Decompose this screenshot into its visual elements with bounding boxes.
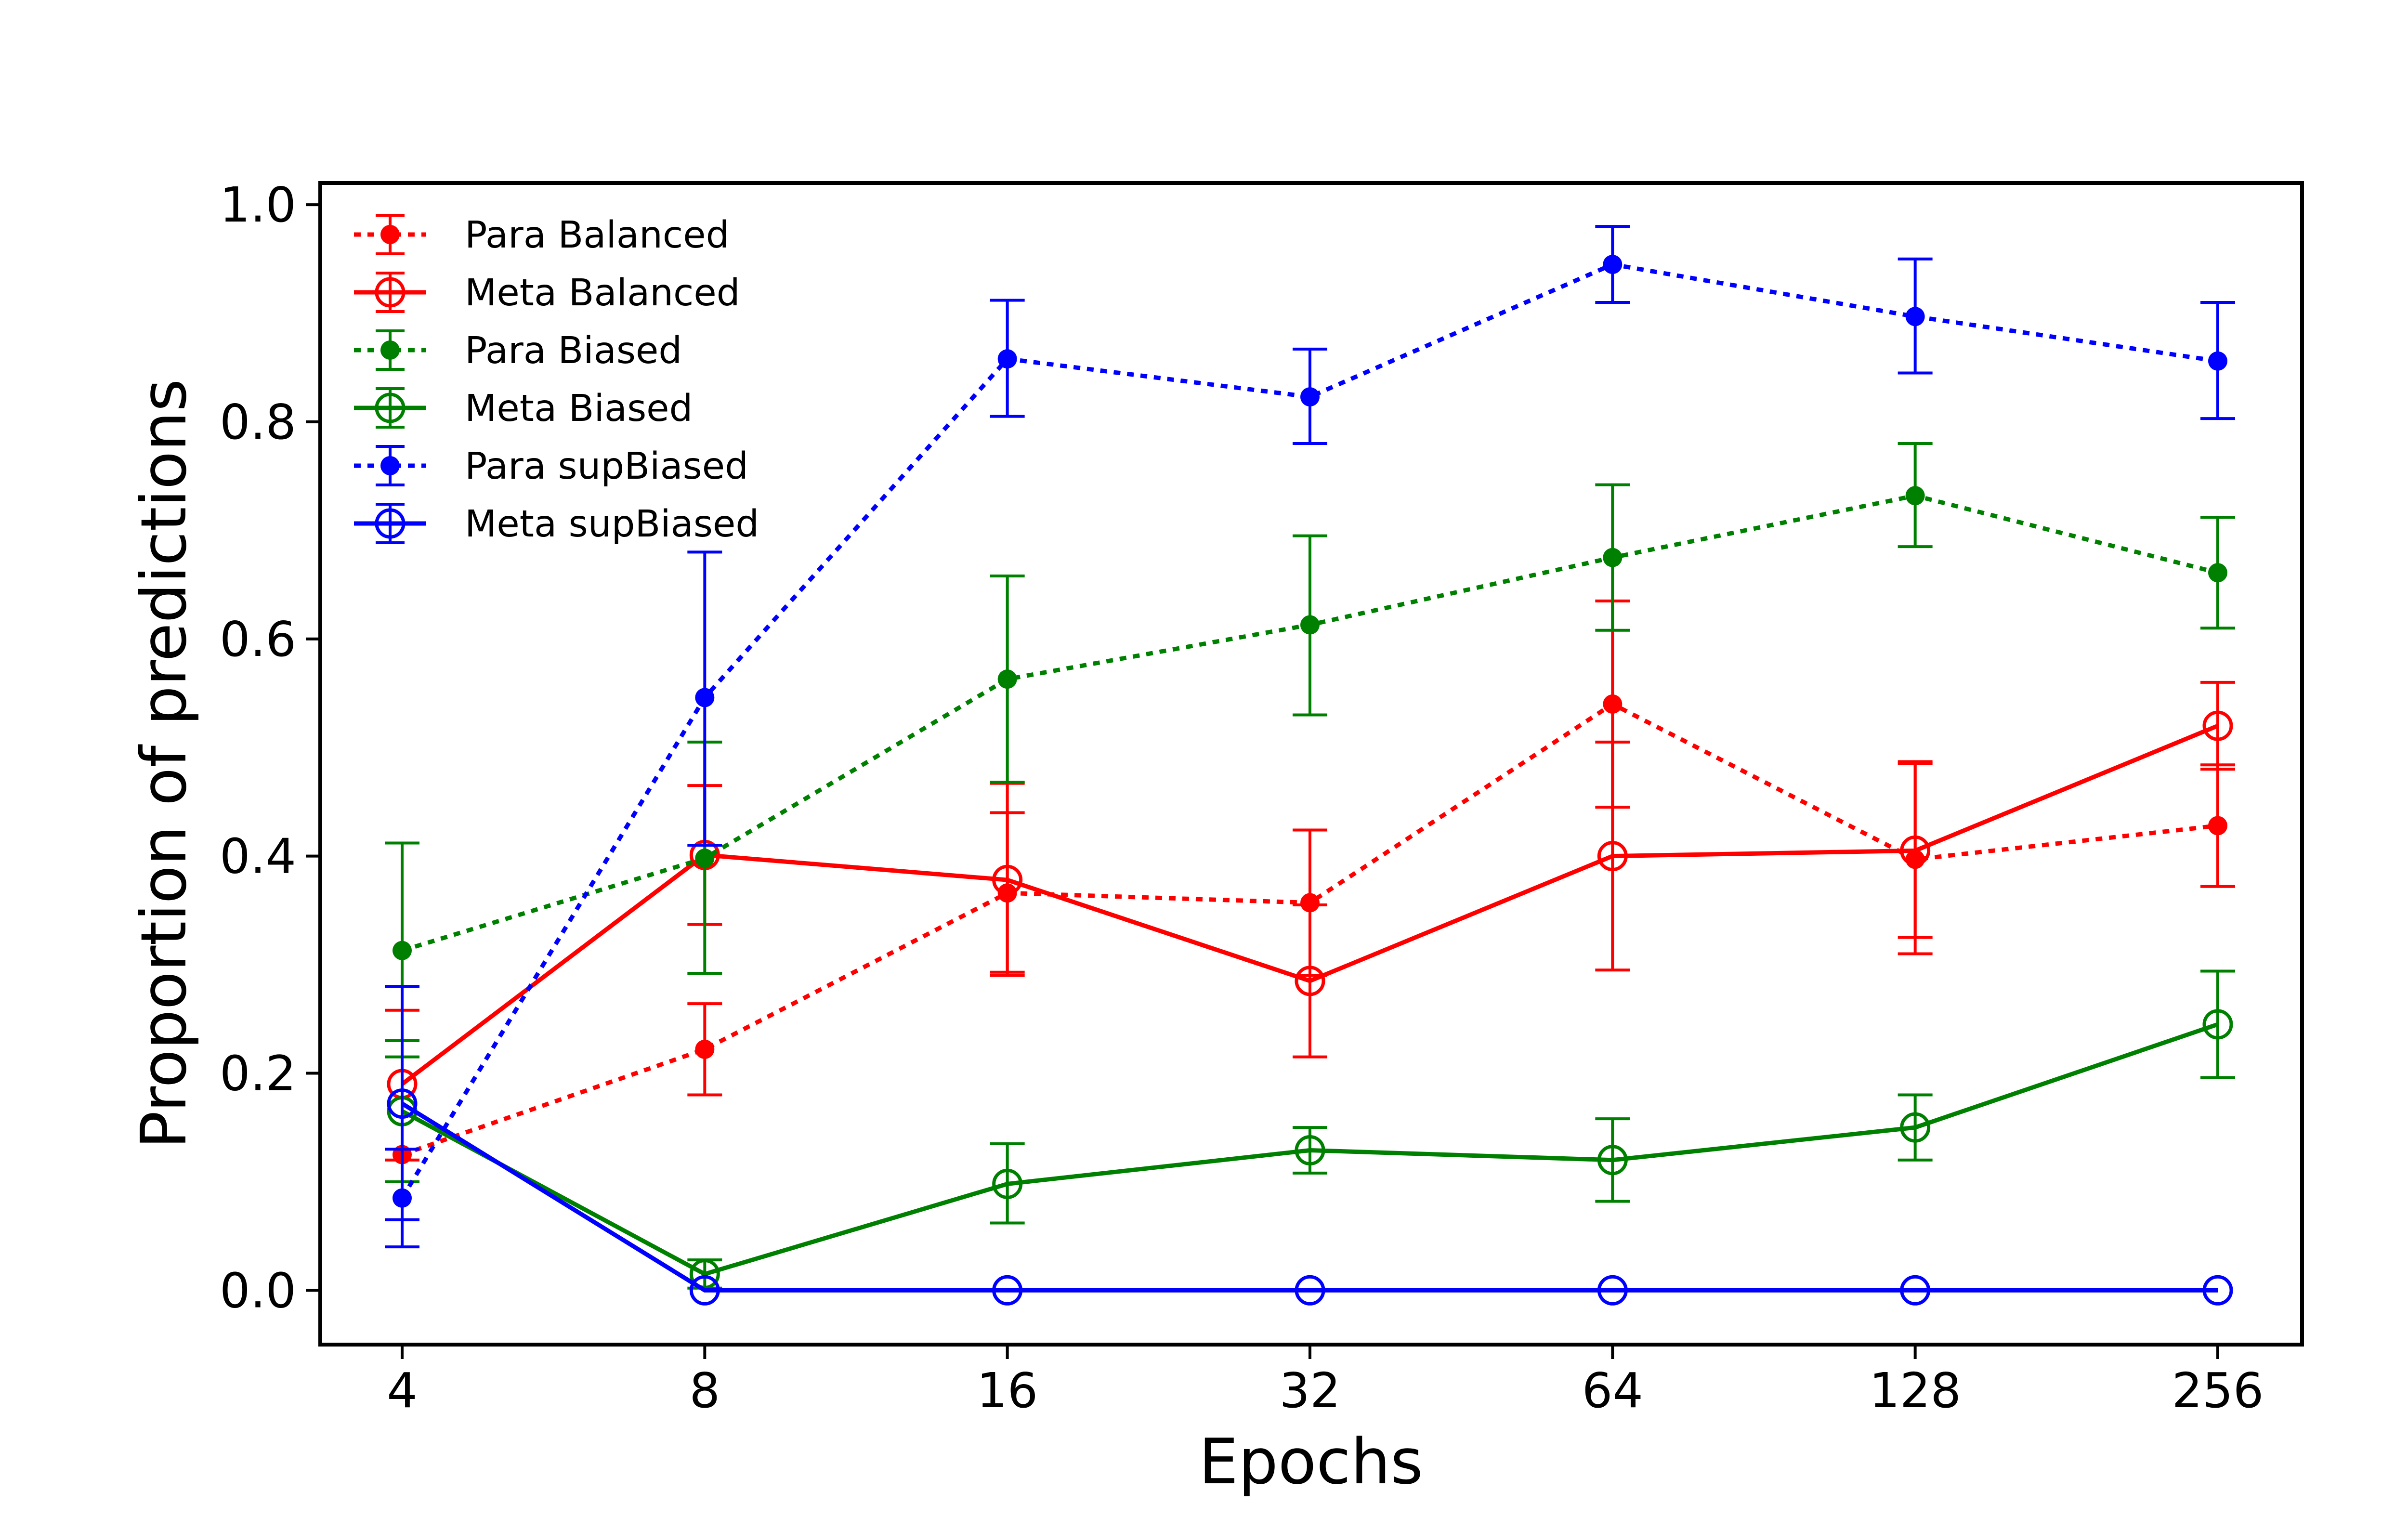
data-point [1900,1112,1931,1143]
series-layer [385,225,2235,1306]
data-point [1295,1275,1325,1306]
x-tick-label: 8 [690,1362,720,1419]
legend-label: Meta Balanced [465,272,740,314]
data-point [689,1258,720,1289]
x-tick-label: 32 [1279,1362,1340,1419]
legend: Para Balanced Meta Balanced Para Biased Met… [354,214,759,546]
data-point [1597,841,1628,872]
data-point [1900,835,1931,866]
data-point [393,941,412,960]
data-point [1603,694,1623,714]
series-meta-supbiased [385,985,2233,1306]
legend-label: Meta Biased [465,387,693,430]
data-point [1295,966,1325,996]
data-point [1905,486,1925,506]
y-tick-label: 0.0 [220,1262,296,1319]
data-point [992,1168,1023,1199]
legend-swatch-marker [380,456,400,475]
legend-label: Para Biased [465,329,682,372]
legend-entry: Meta supBiased [354,503,759,546]
data-point [2202,710,2233,741]
legend-entry: Para Biased [354,329,682,372]
legend-entry: Para Balanced [354,214,729,257]
legend-label: Para Balanced [465,214,729,257]
data-point [1300,615,1320,635]
series-line [401,1101,2218,1293]
legend-entry: Para supBiased [354,445,748,488]
data-point [1295,1135,1325,1165]
legend-swatch-marker [375,392,406,423]
data-point [1603,255,1623,275]
y-tick-label: 0.6 [220,611,296,667]
data-point [1300,893,1320,913]
legend-swatch-marker [380,340,400,360]
x-axis-label: Epochs [1199,1425,1423,1498]
data-point [997,669,1017,689]
x-tick-label: 64 [1582,1362,1643,1419]
legend-entry: Meta Biased [354,387,693,430]
y-axis-label: Proportion of predictions [127,379,200,1149]
data-point [387,1088,418,1119]
x-tick-label: 256 [2172,1362,2264,1419]
data-point [695,1039,715,1059]
legend-label: Meta supBiased [465,503,759,546]
x-tick-label: 128 [1869,1362,1961,1419]
data-point [695,688,715,707]
legend-label: Para supBiased [465,445,748,488]
data-point [997,349,1017,369]
data-point [2202,1009,2233,1040]
x-tick-label: 16 [977,1362,1038,1419]
y-tick-label: 0.4 [220,828,296,885]
data-point [992,864,1023,895]
data-point [992,1275,1023,1306]
data-point [2202,1275,2233,1306]
data-point [689,1275,720,1306]
data-point [1597,1145,1628,1176]
data-point [1900,1275,1931,1306]
data-point [1597,1275,1628,1306]
data-point [1603,548,1623,567]
data-point [2208,351,2227,371]
data-point [695,849,715,868]
data-point [1300,387,1320,407]
legend-swatch-marker [375,508,406,539]
y-tick-label: 0.8 [220,394,296,450]
data-point [1905,307,1925,327]
legend-entry: Meta Balanced [354,272,740,314]
y-axis: 0.0 0.2 0.4 0.6 0.8 1.0 [220,177,320,1319]
x-tick-label: 4 [387,1362,418,1419]
y-tick-label: 1.0 [220,177,296,233]
legend-swatch-marker [380,225,400,244]
data-point [2208,816,2227,836]
x-axis: 4 8 16 32 64 128 256 [387,1345,2264,1419]
series-para-supbiased [385,225,2235,1249]
data-point [2208,563,2227,583]
legend-swatch-marker [375,277,406,308]
y-tick-label: 0.2 [220,1045,296,1101]
